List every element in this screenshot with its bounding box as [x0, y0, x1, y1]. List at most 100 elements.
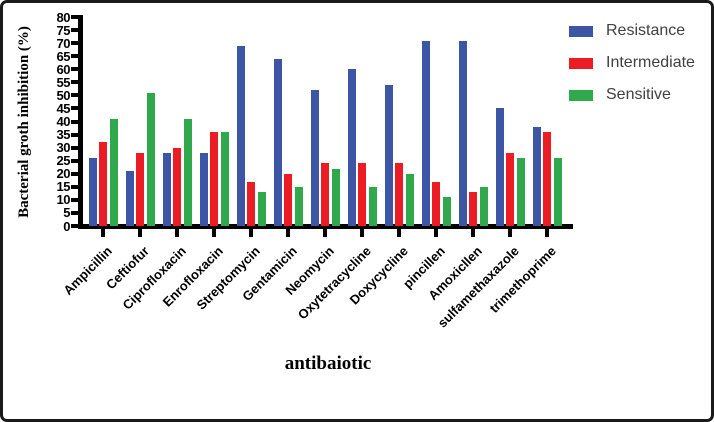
bar-resistance-oxytetracycline — [347, 69, 356, 226]
bar-resistance-doxycycline — [384, 84, 393, 226]
bar-intermediate-ceftiofur — [136, 152, 144, 226]
y-tick — [71, 41, 79, 46]
y-tick — [71, 145, 79, 150]
legend-swatch-resistance — [569, 25, 593, 37]
bar-sensitive-neomycin — [331, 168, 340, 226]
y-tick-label: 70 — [56, 35, 71, 51]
y-tick-label: 50 — [56, 87, 71, 103]
bar-sensitive-ciprofloxacin — [183, 118, 192, 226]
bar-resistance-trimethoprime — [532, 126, 541, 226]
y-tick-label: 5 — [63, 205, 70, 221]
bar-intermediate-ciprofloxacin — [173, 147, 181, 226]
bar-resistance-enrofloxacin — [199, 152, 208, 226]
x-tick — [397, 229, 401, 237]
y-tick-label: 35 — [56, 127, 71, 143]
y-tick — [71, 210, 79, 215]
x-tick — [323, 229, 327, 237]
y-tick-label: 55 — [56, 74, 71, 90]
bar-sensitive-sulfamethaxazole — [516, 158, 525, 226]
y-tick-label: 80 — [56, 9, 71, 25]
y-tick-label: 20 — [56, 166, 71, 182]
legend-label: Sensitive — [606, 86, 671, 103]
legend-label: Intermediate — [606, 54, 695, 71]
bar-sensitive-doxycycline — [405, 173, 414, 226]
y-tick-label: 0 — [63, 218, 70, 234]
bar-sensitive-ampicillin — [109, 118, 118, 226]
bar-resistance-amoxicllen — [458, 40, 467, 226]
x-axis-title: antibaiotic — [284, 353, 372, 374]
legend-label: Resistance — [606, 22, 686, 39]
y-tick-label: 40 — [56, 114, 71, 129]
y-tick-label: 25 — [56, 153, 71, 169]
y-tick — [71, 158, 79, 163]
y-tick — [71, 119, 79, 124]
bar-intermediate-pincillen — [432, 181, 440, 226]
legend-item-sensitive: Sensitive — [569, 87, 695, 103]
y-tick-label: 10 — [56, 192, 71, 208]
bar-resistance-neomycin — [310, 90, 319, 226]
bar-intermediate-oxytetracycline — [358, 163, 366, 226]
y-tick — [71, 93, 79, 98]
bar-intermediate-sulfamethaxazole — [506, 152, 514, 226]
bar-intermediate-doxycycline — [395, 163, 403, 226]
plot-area: 0 5 10 15 20 25 30 35 40 45 50 55 60 65 70 75 80 Ampicill… — [3, 3, 711, 419]
y-tick — [71, 106, 79, 111]
bar-intermediate-ampicillin — [99, 142, 107, 226]
x-tick — [249, 229, 253, 237]
bar-intermediate-amoxicllen — [469, 192, 477, 226]
bar-intermediate-neomycin — [321, 163, 329, 226]
bar-resistance-streptomycin — [236, 45, 245, 226]
y-tick — [71, 80, 79, 85]
x-tick — [286, 229, 290, 237]
y-tick-label: 65 — [56, 48, 71, 64]
x-tick — [508, 229, 512, 237]
bar-intermediate-gentamicin — [284, 173, 292, 226]
bar-intermediate-enrofloxacin — [210, 131, 218, 226]
bar-resistance-sulfamethaxazole — [495, 108, 504, 226]
y-tick-label: 75 — [56, 22, 71, 38]
legend-swatch-sensitive — [569, 89, 593, 101]
x-tick — [101, 229, 105, 237]
bar-sensitive-pincillen — [442, 197, 451, 226]
y-tick-label: 45 — [56, 100, 71, 116]
bar-sensitive-trimethoprime — [553, 158, 562, 226]
bar-sensitive-enrofloxacin — [220, 131, 229, 226]
y-tick — [71, 67, 79, 72]
x-tick — [471, 229, 475, 237]
x-tick — [545, 229, 549, 237]
bar-resistance-ampicillin — [88, 158, 97, 226]
y-tick — [71, 132, 79, 137]
legend-item-resistance: Resistance — [569, 23, 695, 39]
y-tick-label: 30 — [56, 140, 71, 156]
bar-sensitive-ceftiofur — [146, 92, 155, 226]
bar-sensitive-amoxicllen — [479, 186, 488, 226]
y-axis — [78, 15, 83, 229]
bar-sensitive-streptomycin — [257, 192, 266, 226]
x-tick — [175, 229, 179, 237]
bar-resistance-ceftiofur — [125, 171, 134, 226]
y-tick — [71, 54, 79, 59]
legend-item-intermediate: Intermediate — [569, 55, 695, 71]
legend: Resistance Intermediate Sensitive — [569, 23, 695, 119]
y-tick — [71, 171, 79, 176]
bar-resistance-pincillen — [421, 40, 430, 226]
x-tick — [212, 229, 216, 237]
legend-swatch-intermediate — [569, 57, 593, 69]
bar-resistance-gentamicin — [273, 58, 282, 226]
y-tick — [71, 28, 79, 33]
x-axis — [78, 224, 573, 229]
x-tick — [360, 229, 364, 237]
bar-sensitive-oxytetracycline — [368, 186, 377, 226]
y-tick — [71, 184, 79, 189]
y-tick — [71, 224, 79, 228]
y-tick-label: 60 — [56, 61, 71, 77]
y-tick — [71, 15, 79, 19]
bar-intermediate-trimethoprime — [543, 131, 551, 226]
bar-sensitive-gentamicin — [294, 186, 303, 226]
y-tick — [71, 197, 79, 202]
y-tick-label: 15 — [56, 179, 71, 195]
x-tick — [434, 229, 438, 237]
x-tick — [138, 229, 142, 237]
bar-intermediate-streptomycin — [247, 181, 255, 226]
